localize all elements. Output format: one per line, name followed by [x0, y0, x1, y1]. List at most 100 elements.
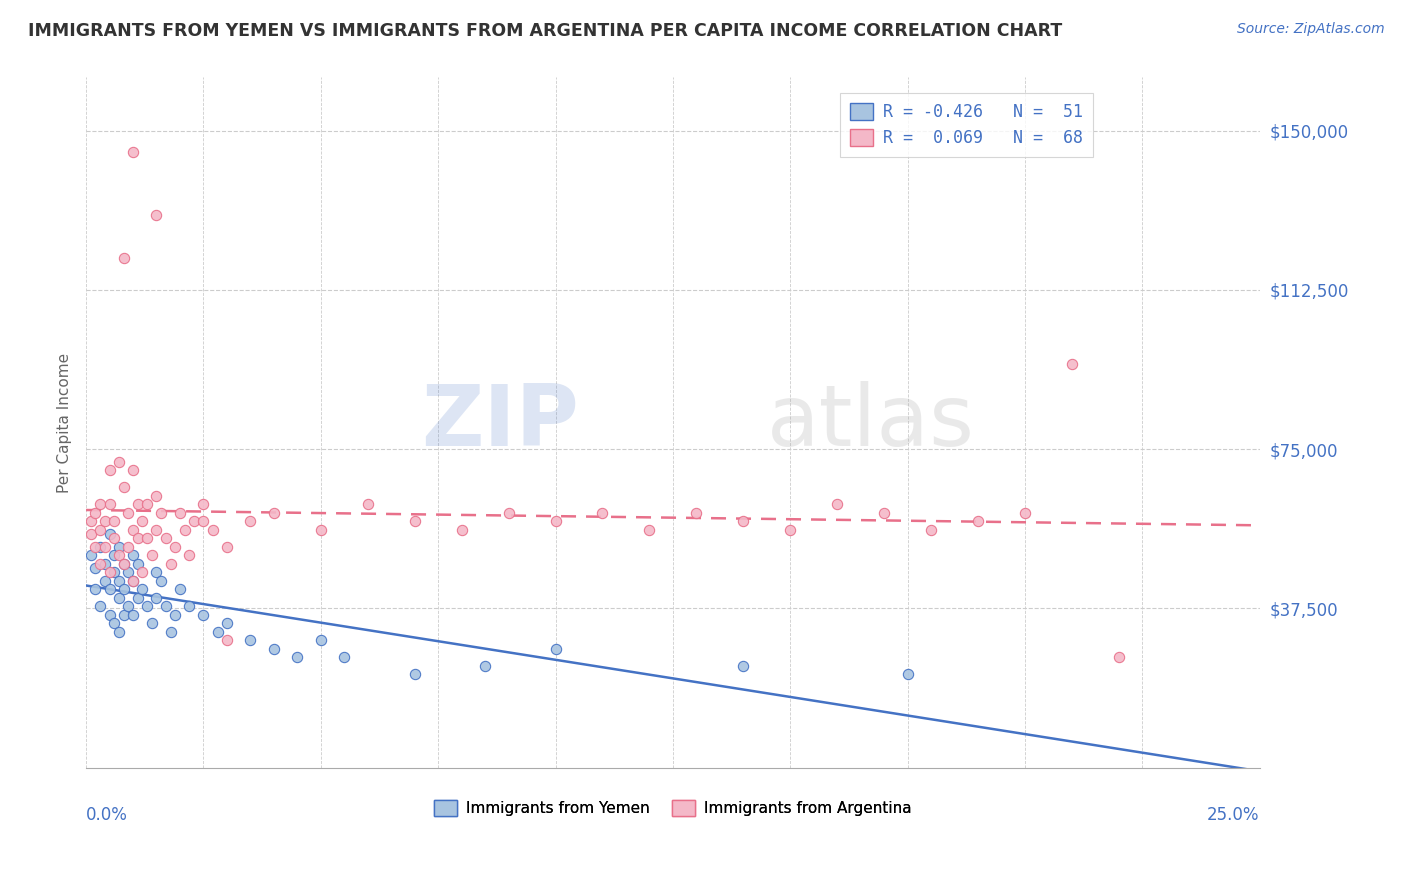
Point [239, 514, 262, 528]
Point [112, 480, 135, 494]
Y-axis label: Per Capita Income: Per Capita Income [58, 352, 72, 492]
Point [117, 599, 139, 614]
Point [122, 607, 145, 622]
Point [733, 514, 755, 528]
Point [122, 145, 145, 159]
Point [215, 633, 238, 648]
Point [122, 463, 145, 477]
Point [207, 624, 229, 639]
Point [1014, 506, 1036, 520]
Point [108, 574, 131, 588]
Point [122, 523, 145, 537]
Point [127, 591, 149, 605]
Point [193, 514, 215, 528]
Point [117, 506, 139, 520]
Point [94, 557, 117, 571]
Legend: R = -0.426   N =  51, R =  0.069   N =  68: R = -0.426 N = 51, R = 0.069 N = 68 [839, 93, 1092, 157]
Point [89, 540, 111, 554]
Point [145, 566, 167, 580]
Point [474, 658, 496, 673]
Point [193, 497, 215, 511]
Point [285, 650, 308, 665]
Point [136, 532, 159, 546]
Point [685, 506, 707, 520]
Point [159, 557, 181, 571]
Point [89, 523, 111, 537]
Point [80, 514, 103, 528]
Point [117, 540, 139, 554]
Point [108, 591, 131, 605]
Point [103, 549, 125, 563]
Point [150, 574, 173, 588]
Point [103, 566, 125, 580]
Point [165, 607, 187, 622]
Point [131, 514, 153, 528]
Point [179, 599, 201, 614]
Point [89, 599, 111, 614]
Point [80, 527, 103, 541]
Text: atlas: atlas [766, 381, 974, 464]
Point [136, 599, 159, 614]
Point [215, 540, 238, 554]
Point [544, 641, 567, 656]
Point [179, 549, 201, 563]
Point [145, 523, 167, 537]
Point [127, 532, 149, 546]
Point [145, 591, 167, 605]
Point [94, 574, 117, 588]
Point [498, 506, 520, 520]
Point [98, 527, 121, 541]
Point [141, 616, 163, 631]
Point [967, 514, 990, 528]
Point [122, 549, 145, 563]
Point [239, 633, 262, 648]
Point [84, 561, 107, 575]
Point [112, 607, 135, 622]
Point [357, 497, 380, 511]
Point [117, 566, 139, 580]
Point [108, 549, 131, 563]
Point [112, 251, 135, 265]
Point [169, 506, 191, 520]
Point [150, 506, 173, 520]
Point [263, 641, 285, 656]
Point [89, 557, 111, 571]
Point [1108, 650, 1130, 665]
Point [98, 607, 121, 622]
Point [165, 540, 187, 554]
Point [825, 497, 848, 511]
Point [112, 557, 135, 571]
Point [84, 506, 107, 520]
Point [309, 633, 332, 648]
Point [131, 566, 153, 580]
Point [89, 497, 111, 511]
Point [1060, 357, 1083, 371]
Point [145, 489, 167, 503]
Point [94, 540, 117, 554]
Point [127, 497, 149, 511]
Text: ZIP: ZIP [422, 381, 579, 464]
Point [98, 566, 121, 580]
Point [404, 514, 426, 528]
Point [103, 616, 125, 631]
Point [94, 514, 117, 528]
Point [193, 607, 215, 622]
Text: 0.0%: 0.0% [86, 805, 128, 823]
Point [779, 523, 801, 537]
Point [108, 455, 131, 469]
Point [98, 497, 121, 511]
Point [136, 497, 159, 511]
Point [141, 549, 163, 563]
Point [173, 523, 195, 537]
Point [108, 624, 131, 639]
Point [201, 523, 224, 537]
Point [155, 532, 177, 546]
Point [309, 523, 332, 537]
Point [169, 582, 191, 597]
Point [897, 667, 920, 681]
Point [112, 582, 135, 597]
Point [404, 667, 426, 681]
Point [183, 514, 205, 528]
Text: Source: ZipAtlas.com: Source: ZipAtlas.com [1237, 22, 1385, 37]
Point [920, 523, 942, 537]
